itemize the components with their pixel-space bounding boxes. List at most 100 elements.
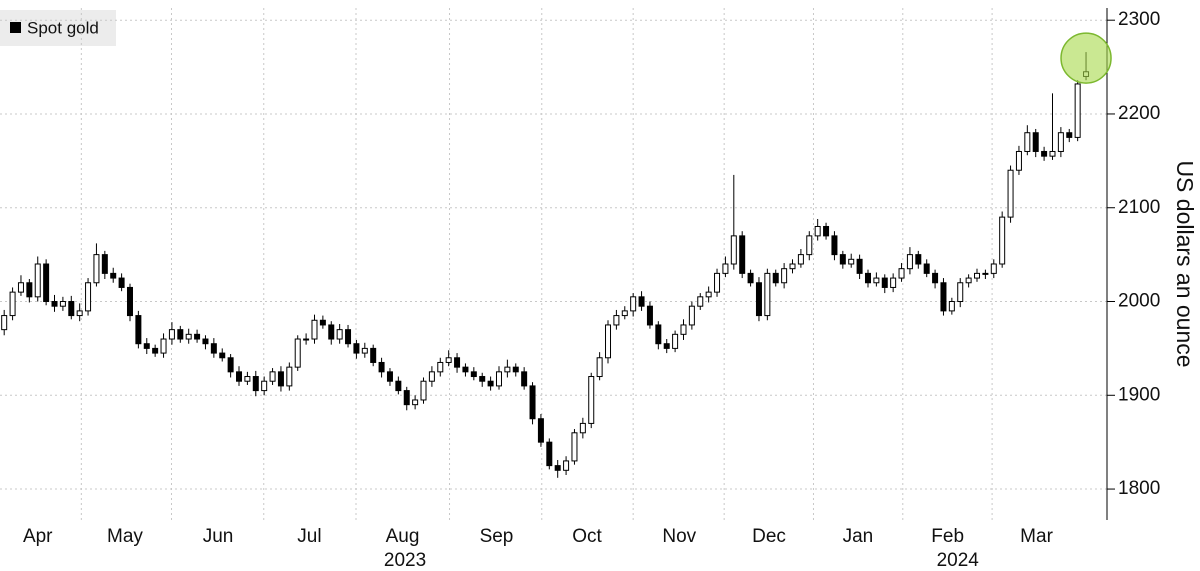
candle-body — [1057, 132, 1064, 152]
candle-body — [202, 338, 209, 345]
candle-body — [797, 254, 804, 265]
candle-body — [168, 329, 175, 340]
candle-body — [764, 272, 771, 317]
candle-body — [185, 333, 192, 340]
candle-body — [554, 465, 561, 471]
y-axis-title: US dollars an ounce — [1172, 160, 1198, 367]
candle-body — [470, 371, 477, 378]
candle-body — [588, 376, 595, 424]
candle-body — [512, 366, 519, 373]
candle-body — [160, 338, 167, 354]
y-tick-label: 1800 — [1118, 478, 1160, 499]
highlight-circle — [1060, 32, 1112, 84]
candle-body — [101, 254, 108, 274]
candle-body — [210, 343, 217, 354]
candle-body — [194, 333, 201, 340]
candle-body — [454, 357, 461, 368]
candle-body — [571, 432, 578, 462]
candle-body — [915, 254, 922, 265]
candle-body — [563, 460, 570, 471]
candle-body — [85, 282, 92, 312]
candle-body — [76, 310, 83, 317]
candle-body — [143, 343, 150, 349]
candle-body — [848, 258, 855, 265]
candle-body — [579, 422, 586, 434]
x-tick-label: Mar — [1020, 526, 1053, 547]
candle-body — [219, 352, 226, 359]
candle-body — [655, 324, 662, 345]
candle-body — [1015, 150, 1022, 171]
candle-body — [638, 296, 645, 307]
candle-body — [537, 418, 544, 443]
candle-body — [420, 380, 427, 401]
x-year-label: 2024 — [937, 550, 980, 571]
candle-body — [34, 263, 41, 298]
x-tick-label: Jun — [203, 526, 234, 547]
candle-body — [621, 310, 628, 317]
candle-body — [714, 272, 721, 293]
candle-body — [269, 371, 276, 382]
candle-body — [378, 361, 385, 373]
candle-body — [244, 376, 251, 382]
candle-body — [294, 338, 301, 368]
candle-body — [873, 277, 880, 284]
candle-body — [814, 225, 821, 237]
candle-body — [428, 371, 435, 382]
candle-body — [982, 272, 989, 275]
candle-body — [630, 296, 637, 312]
candle-body — [957, 282, 964, 303]
x-tick-label: Dec — [752, 526, 786, 547]
candle-body — [336, 329, 343, 340]
candle-body — [823, 225, 830, 237]
candle-body — [43, 263, 50, 303]
candle-body — [437, 361, 444, 373]
candle-body — [26, 282, 33, 298]
candle-body — [328, 324, 335, 340]
x-tick-label: Sep — [480, 526, 514, 547]
candle-body — [881, 277, 888, 288]
candle-body — [856, 258, 863, 274]
candle-body — [403, 390, 410, 406]
candle-body — [395, 380, 402, 392]
candle-body — [646, 305, 653, 326]
candle-body — [353, 343, 360, 354]
candle-body — [135, 315, 142, 345]
candle-body — [126, 286, 133, 317]
candle-body — [277, 371, 284, 387]
candle-body — [236, 371, 243, 382]
candle-body — [990, 263, 997, 274]
candle-body — [319, 319, 326, 326]
candle-body — [839, 254, 846, 265]
candle-body — [445, 357, 452, 363]
candle-body — [1024, 132, 1031, 152]
candle-body — [1, 315, 8, 331]
candle-body — [504, 366, 511, 373]
candle-body — [495, 371, 502, 387]
candle-body — [412, 399, 419, 406]
candle-body — [487, 380, 494, 387]
candle-body — [286, 366, 293, 387]
candle-body — [1074, 83, 1081, 138]
x-tick-label: Jan — [843, 526, 874, 547]
candle-body — [898, 268, 905, 279]
candle-body — [806, 235, 813, 256]
y-tick-label: 2200 — [1118, 103, 1160, 124]
candle-body — [680, 324, 687, 335]
candle-body — [9, 291, 16, 317]
candle-body — [1066, 132, 1073, 138]
candle-body — [1007, 169, 1014, 218]
candle-body — [890, 277, 897, 288]
candle-body — [17, 282, 24, 293]
x-tick-label: Jul — [297, 526, 321, 547]
candle-body — [177, 329, 184, 340]
candle-body — [1049, 150, 1056, 157]
candle-body — [252, 376, 259, 392]
y-tick-label: 2000 — [1118, 291, 1160, 312]
candle-body — [688, 305, 695, 326]
candle-body — [739, 235, 746, 274]
candle-body — [529, 385, 536, 420]
y-tick-label: 2100 — [1118, 197, 1160, 218]
x-year-label: 2023 — [384, 550, 426, 571]
candle-body — [965, 277, 972, 284]
candle-body — [932, 272, 939, 284]
